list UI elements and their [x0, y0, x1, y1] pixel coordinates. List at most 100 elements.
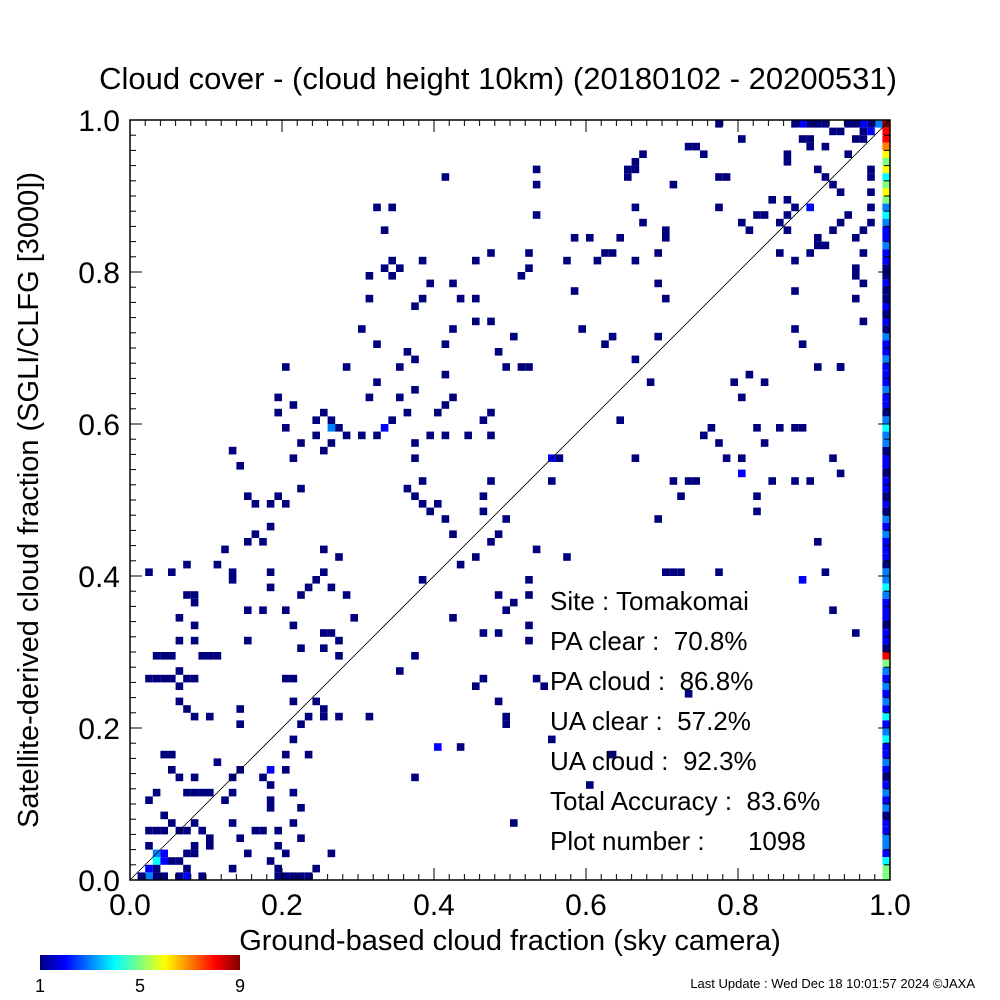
heatmap-cell — [852, 135, 860, 143]
heatmap-cell — [487, 538, 495, 546]
heatmap-cell — [608, 249, 617, 257]
heatmap-cell — [304, 583, 313, 592]
heatmap-cell — [297, 872, 305, 880]
heatmap-cell — [525, 591, 533, 599]
heatmap-cell — [852, 272, 860, 280]
heatmap-cell — [198, 652, 206, 660]
heatmap-cell — [798, 120, 807, 128]
heatmap-cell — [517, 363, 526, 371]
heatmap-cell — [259, 826, 267, 835]
heatmap-cell — [152, 864, 161, 873]
heatmap-cell — [244, 538, 252, 546]
colorbar — [40, 955, 240, 970]
heatmap-edge-cell — [882, 788, 890, 797]
heatmap-cell — [730, 378, 738, 386]
heatmap-edge-cell — [882, 735, 890, 744]
heatmap-cell — [320, 712, 328, 721]
heatmap-cell — [175, 636, 184, 645]
heatmap-cell — [844, 150, 852, 158]
y-tick-labels: 0.0 0.2 0.4 0.6 0.8 1.0 — [78, 105, 120, 898]
heatmap-cell — [502, 606, 510, 614]
heatmap-cell — [145, 864, 153, 873]
heatmap-cell — [403, 484, 412, 493]
heatmap-cell — [259, 606, 267, 614]
y-tick-label: 0.8 — [78, 257, 120, 290]
heatmap-cell — [821, 173, 830, 181]
heatmap-cell — [867, 127, 875, 136]
heatmap-edge-cell — [882, 340, 890, 348]
heatmap-cell — [403, 348, 412, 356]
heatmap-cell — [456, 294, 465, 303]
heatmap-cell — [183, 591, 191, 599]
heatmap-edge-cell — [882, 272, 890, 280]
heatmap-cell — [456, 560, 465, 569]
heatmap-cell — [190, 842, 199, 850]
heatmap-cell — [608, 332, 617, 341]
heatmap-cell — [411, 652, 419, 660]
heatmap-cell — [266, 857, 275, 865]
heatmap-edge-cell — [882, 127, 890, 136]
heatmap-cell — [418, 294, 427, 303]
heatmap-edge-cell — [882, 332, 890, 341]
heatmap-cell — [624, 173, 632, 181]
heatmap-cell — [411, 386, 419, 394]
heatmap-cell — [266, 796, 275, 804]
heatmap-edge-cell — [882, 294, 890, 303]
heatmap-cell — [289, 697, 298, 706]
heatmap-cell — [631, 203, 640, 212]
heatmap-cell — [145, 842, 153, 850]
heatmap-cell — [282, 872, 290, 880]
heatmap-edge-cell — [882, 826, 890, 835]
heatmap-cell — [502, 720, 510, 728]
heatmap-cell — [190, 788, 199, 797]
heatmap-cell — [190, 712, 199, 721]
heatmap-cell — [168, 750, 176, 759]
heatmap-cell — [342, 591, 351, 599]
heatmap-cell — [494, 530, 503, 538]
heatmap-cell — [715, 439, 723, 447]
heatmap-cell — [152, 872, 161, 880]
heatmap-cell — [160, 857, 168, 865]
heatmap-cell — [289, 454, 298, 462]
heatmap-edge-cell — [882, 325, 890, 333]
heatmap-cell — [304, 872, 313, 880]
heatmap-cell — [829, 127, 837, 136]
heatmap-cell — [251, 500, 260, 508]
heatmap-cell — [312, 576, 320, 584]
heatmap-cell — [669, 568, 678, 576]
heatmap-cell — [715, 203, 723, 212]
heatmap-edge-cell — [882, 819, 890, 827]
heatmap-cell — [190, 819, 199, 827]
heatmap-edge-cell — [882, 477, 890, 485]
heatmap-cell — [852, 629, 860, 637]
heatmap-cell — [738, 135, 746, 143]
heatmap-cell — [563, 553, 571, 561]
heatmap-cell — [274, 492, 282, 500]
heatmap-cell — [228, 446, 237, 455]
heatmap-cell — [738, 454, 746, 462]
heatmap-cell — [168, 652, 176, 660]
heatmap-cell — [206, 834, 214, 842]
heatmap-cell — [738, 393, 746, 402]
heatmap-cell — [502, 712, 510, 721]
heatmap-cell — [852, 294, 860, 303]
heatmap-cell — [297, 591, 305, 599]
heatmap-cell — [654, 515, 662, 523]
heatmap-cell — [494, 697, 503, 706]
heatmap-cell — [168, 819, 176, 827]
heatmap-cell — [791, 325, 799, 333]
heatmap-cell — [768, 196, 776, 204]
heatmap-cell — [373, 203, 381, 212]
heatmap-cell — [555, 454, 564, 462]
heatmap-cell — [152, 826, 161, 835]
heatmap-cell — [297, 804, 305, 812]
heatmap-edge-cell — [882, 507, 890, 516]
heatmap-cell — [836, 127, 845, 136]
colorbar-tick-label: 1 — [35, 976, 45, 996]
heatmap-cell — [236, 834, 244, 842]
heatmap-cell — [426, 279, 434, 288]
heatmap-cell — [282, 674, 290, 683]
heatmap-cell — [760, 378, 769, 386]
heatmap-cell — [282, 424, 290, 432]
heatmap-cell — [662, 226, 670, 234]
